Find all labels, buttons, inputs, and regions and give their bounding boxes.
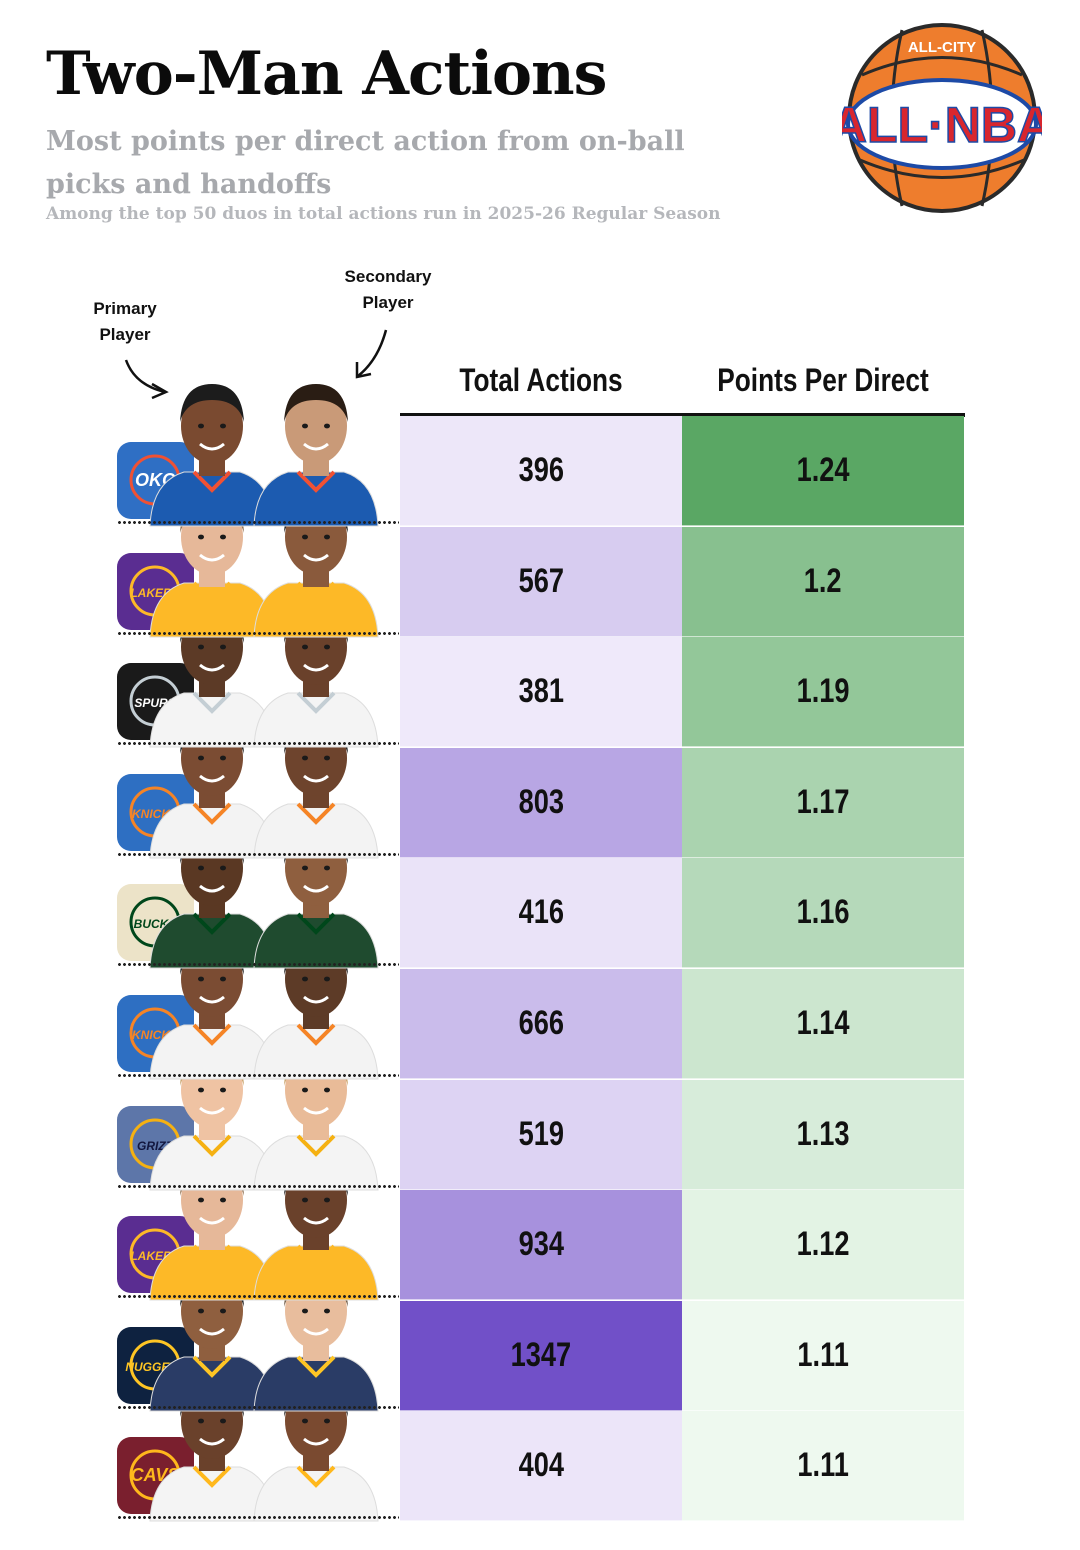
table-row: OKC 396 1.24 xyxy=(0,384,1080,527)
points-per-direct-value: 1.16 xyxy=(796,893,850,932)
points-per-direct-value: 1.17 xyxy=(796,782,850,821)
total-actions-cell: 934 xyxy=(400,1190,682,1301)
table-row: KNICKS 803 1.17 xyxy=(0,715,1080,859)
points-per-direct-value: 1.14 xyxy=(796,1004,850,1042)
points-per-direct-value: 1.24 xyxy=(796,451,850,489)
points-per-direct-cell: 1.17 xyxy=(682,747,964,858)
table-row: LAKERS 567 1.2 xyxy=(0,494,1080,638)
total-actions-cell: 416 xyxy=(400,858,682,969)
page-subtitle: Most points per direct action from on-ba… xyxy=(46,126,685,200)
player-duo-photos xyxy=(128,364,400,527)
points-per-direct-cell: 1.16 xyxy=(682,858,964,969)
points-per-direct-value: 1.12 xyxy=(796,1225,850,1264)
points-per-direct-value: 1.11 xyxy=(797,1335,849,1374)
row-divider xyxy=(117,1183,399,1189)
total-actions-value: 934 xyxy=(518,1225,564,1264)
points-per-direct-cell: 1.19 xyxy=(682,637,964,748)
points-per-direct-value: 1.11 xyxy=(797,1446,849,1485)
row-divider xyxy=(117,1515,399,1521)
table-row: CAVS 404 1.11 xyxy=(0,1379,1080,1522)
column-header-total-actions: Total Actions xyxy=(459,362,623,398)
total-actions-value: 666 xyxy=(518,1004,564,1042)
points-per-direct-cell: 1.14 xyxy=(682,969,964,1079)
row-divider xyxy=(117,520,399,525)
points-per-direct-cell: 1.11 xyxy=(682,1300,964,1411)
total-actions-cell: 404 xyxy=(400,1411,682,1522)
total-actions-value: 519 xyxy=(518,1114,564,1153)
primary-player-annotation: Primary Player xyxy=(93,299,157,344)
total-actions-value: 567 xyxy=(518,561,564,600)
points-per-direct-value: 1.13 xyxy=(796,1114,850,1153)
row-divider xyxy=(117,630,399,636)
secondary-player-annotation: Secondary Player xyxy=(344,267,432,312)
total-actions-cell: 381 xyxy=(400,637,682,748)
total-actions-value: 1347 xyxy=(510,1335,572,1374)
row-divider xyxy=(117,1294,399,1300)
page-title: Two-Man Actions xyxy=(46,39,607,109)
points-per-direct-cell: 1.11 xyxy=(682,1411,964,1522)
total-actions-cell: 666 xyxy=(400,969,682,1079)
table-row: NUGGETS 1347 1.11 xyxy=(0,1268,1080,1412)
primary-player-photo xyxy=(149,384,275,527)
total-actions-cell: 1347 xyxy=(400,1300,682,1411)
svg-text:ALL·NBA: ALL·NBA xyxy=(842,97,1042,153)
row-divider xyxy=(117,741,399,747)
points-per-direct-cell: 1.2 xyxy=(682,526,964,637)
total-actions-cell: 396 xyxy=(400,416,682,526)
points-per-direct-cell: 1.24 xyxy=(682,416,964,526)
points-per-direct-value: 1.19 xyxy=(796,672,850,711)
total-actions-value: 396 xyxy=(518,451,564,489)
row-divider xyxy=(117,1073,399,1078)
total-actions-cell: 567 xyxy=(400,526,682,637)
secondary-player-photo xyxy=(253,384,379,527)
table-row: SPURS 381 1.19 xyxy=(0,605,1080,748)
svg-text:ALL-CITY: ALL-CITY xyxy=(908,39,976,56)
row-divider xyxy=(117,1404,399,1410)
all-nba-logo: ALL·NBA ALL-CITY xyxy=(830,20,1054,215)
points-per-direct-value: 1.2 xyxy=(804,561,842,600)
page-note: Among the top 50 duos in total actions r… xyxy=(46,204,721,224)
total-actions-cell: 803 xyxy=(400,747,682,858)
total-actions-value: 404 xyxy=(518,1446,564,1485)
row-divider xyxy=(117,851,399,857)
total-actions-value: 416 xyxy=(518,893,564,932)
total-actions-value: 381 xyxy=(518,672,564,711)
table-row: KNICKS 666 1.14 xyxy=(0,937,1080,1080)
header-rule xyxy=(400,413,965,417)
points-per-direct-cell: 1.12 xyxy=(682,1190,964,1301)
table-row: BUCKS 416 1.16 xyxy=(0,826,1080,969)
table-row: LAKERS 934 1.12 xyxy=(0,1158,1080,1301)
table-row: GRIZZ 519 1.13 xyxy=(0,1047,1080,1191)
total-actions-cell: 519 xyxy=(400,1079,682,1190)
total-actions-value: 803 xyxy=(518,782,564,821)
points-per-direct-cell: 1.13 xyxy=(682,1079,964,1190)
row-divider xyxy=(117,962,399,968)
column-header-points-per-direct: Points Per Direct xyxy=(717,362,929,398)
